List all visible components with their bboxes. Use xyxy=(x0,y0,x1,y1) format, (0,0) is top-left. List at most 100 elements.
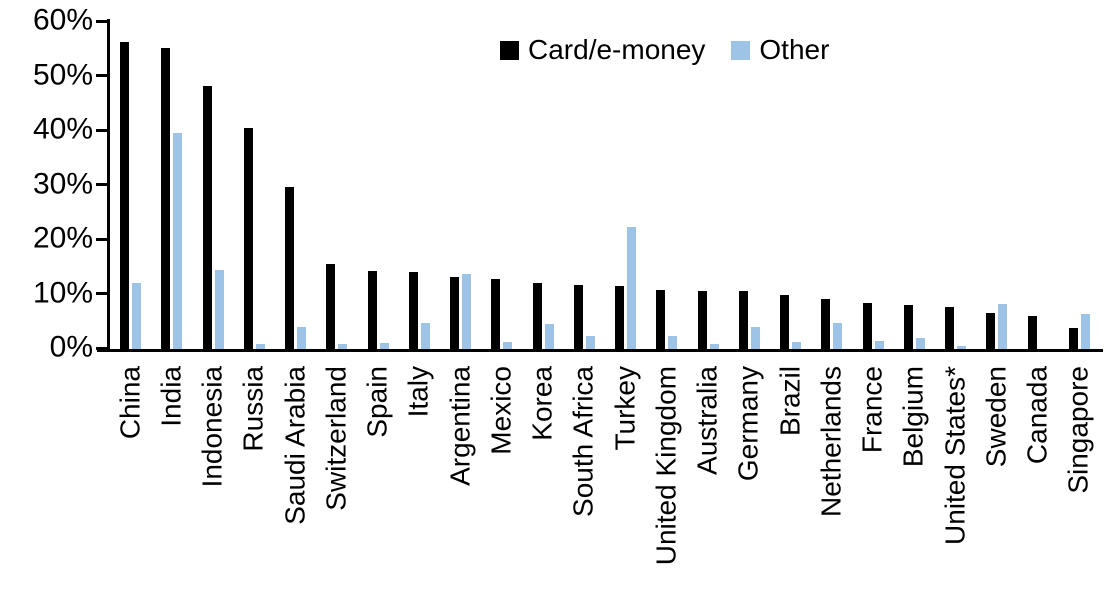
bar-other-germany xyxy=(750,327,760,349)
category-group-south-africa: South Africa xyxy=(564,0,605,517)
category-group-united-kingdom: United Kingdom xyxy=(646,0,687,565)
legend-item-other: Other xyxy=(731,36,829,64)
x-axis-label-brazil: Brazil xyxy=(774,366,806,437)
y-axis-label-50: 50% xyxy=(32,57,93,91)
x-axis-label-singapore: Singapore xyxy=(1062,366,1094,494)
category-group-belgium: Belgium xyxy=(894,0,935,467)
x-axis-line xyxy=(97,349,1103,352)
x-axis-label-turkey: Turkey xyxy=(609,366,641,451)
x-axis-label-russia: Russia xyxy=(237,366,269,452)
y-axis-tick-40 xyxy=(96,128,107,132)
bar-card-e-money-brazil xyxy=(780,295,790,349)
x-axis-label-united-states: United States* xyxy=(939,366,971,545)
x-axis-label-south-africa: South Africa xyxy=(567,366,599,517)
bar-card-e-money-united-states xyxy=(945,306,955,349)
category-group-korea: Korea xyxy=(523,0,564,441)
bar-card-e-money-germany xyxy=(738,291,748,349)
bar-card-e-money-mexico xyxy=(491,278,501,349)
bar-other-singapore xyxy=(1080,313,1090,349)
x-axis-label-sweden: Sweden xyxy=(980,366,1012,468)
x-axis-label-united-kingdom: United Kingdom xyxy=(650,366,682,566)
category-group-sweden: Sweden xyxy=(976,0,1017,467)
category-group-germany: Germany xyxy=(729,0,770,481)
y-axis-line xyxy=(107,19,110,352)
x-axis-label-saudi-arabia: Saudi Arabia xyxy=(279,366,311,525)
category-group-russia: Russia xyxy=(234,0,275,452)
bar-card-e-money-belgium xyxy=(903,305,913,349)
x-axis-label-italy: Italy xyxy=(402,366,434,418)
bar-other-united-states xyxy=(957,345,967,349)
category-group-singapore: Singapore xyxy=(1059,0,1100,494)
bar-card-e-money-india xyxy=(161,48,171,349)
category-group-saudi-arabia: Saudi Arabia xyxy=(275,0,316,525)
bar-card-e-money-south-africa xyxy=(573,284,583,349)
legend-swatch-card-e-money xyxy=(500,40,519,60)
x-axis-label-canada: Canada xyxy=(1021,366,1053,465)
bar-other-india xyxy=(173,132,183,349)
bar-card-e-money-netherlands xyxy=(821,298,831,349)
bar-card-e-money-france xyxy=(862,302,872,349)
bar-other-belgium xyxy=(915,338,925,349)
x-axis-label-spain: Spain xyxy=(361,366,393,438)
bar-other-turkey xyxy=(627,226,637,349)
bar-card-e-money-switzerland xyxy=(326,263,336,349)
y-axis-tick-50 xyxy=(96,74,107,77)
category-group-italy: Italy xyxy=(399,0,440,417)
bar-other-argentina xyxy=(462,273,472,349)
y-axis-label-40: 40% xyxy=(32,112,93,146)
category-group-turkey: Turkey xyxy=(605,0,646,451)
y-axis-tick-0 xyxy=(96,346,107,350)
y-axis-tick-30 xyxy=(96,183,107,186)
bar-card-e-money-australia xyxy=(697,290,707,349)
category-group-india: India xyxy=(151,0,192,427)
bar-other-spain xyxy=(379,343,389,349)
y-axis-label-0: 0% xyxy=(49,330,93,364)
x-axis-label-argentina: Argentina xyxy=(444,366,476,486)
bar-other-united-kingdom xyxy=(668,336,678,349)
bar-other-saudi-arabia xyxy=(297,327,307,349)
bar-card-e-money-united-kingdom xyxy=(656,289,666,349)
bar-card-e-money-sweden xyxy=(986,313,996,349)
bar-other-switzerland xyxy=(338,344,348,349)
category-group-canada: Canada xyxy=(1018,0,1059,464)
x-axis-label-germany: Germany xyxy=(732,366,764,482)
legend-item-card-e-money: Card/e-money xyxy=(500,36,705,64)
y-axis-label-60: 60% xyxy=(32,3,93,37)
y-axis-tick-20 xyxy=(96,237,107,241)
x-axis-label-india: India xyxy=(155,366,187,427)
x-axis-label-switzerland: Switzerland xyxy=(320,366,352,511)
y-axis-tick-10 xyxy=(96,292,107,295)
bar-card-e-money-turkey xyxy=(615,286,625,349)
bar-card-e-money-argentina xyxy=(450,276,460,349)
category-group-australia: Australia xyxy=(688,0,729,475)
x-axis-label-mexico: Mexico xyxy=(485,366,517,455)
bar-other-china xyxy=(132,282,142,349)
bar-other-south-africa xyxy=(585,335,595,349)
bar-other-netherlands xyxy=(833,323,843,349)
bar-card-e-money-russia xyxy=(243,128,253,349)
bar-other-russia xyxy=(255,343,265,349)
bar-card-e-money-singapore xyxy=(1068,327,1078,349)
bar-card-e-money-saudi-arabia xyxy=(285,186,295,349)
category-group-united-states: United States* xyxy=(935,0,976,545)
y-axis-label-10: 10% xyxy=(32,275,93,309)
bar-other-france xyxy=(874,340,884,349)
legend-label-card-e-money: Card/e-money xyxy=(528,34,706,65)
category-group-netherlands: Netherlands xyxy=(811,0,852,517)
bar-other-mexico xyxy=(503,341,513,349)
y-axis-label-30: 30% xyxy=(32,166,93,200)
x-axis-label-china: China xyxy=(114,366,146,440)
category-group-switzerland: Switzerland xyxy=(316,0,357,511)
bar-card-e-money-canada xyxy=(1027,316,1037,349)
x-axis-label-netherlands: Netherlands xyxy=(815,366,847,517)
x-axis-label-korea: Korea xyxy=(526,366,558,441)
y-axis-tick-60 xyxy=(96,19,107,23)
legend-swatch-other xyxy=(731,40,751,60)
bar-card-e-money-china xyxy=(120,42,130,349)
x-axis-label-australia: Australia xyxy=(691,366,723,475)
bar-card-e-money-spain xyxy=(367,271,377,349)
category-group-spain: Spain xyxy=(358,0,399,438)
y-axis: 0% 10% 20% 30% 40% 50% 60% xyxy=(0,0,93,594)
x-axis-label-france: France xyxy=(856,366,888,454)
